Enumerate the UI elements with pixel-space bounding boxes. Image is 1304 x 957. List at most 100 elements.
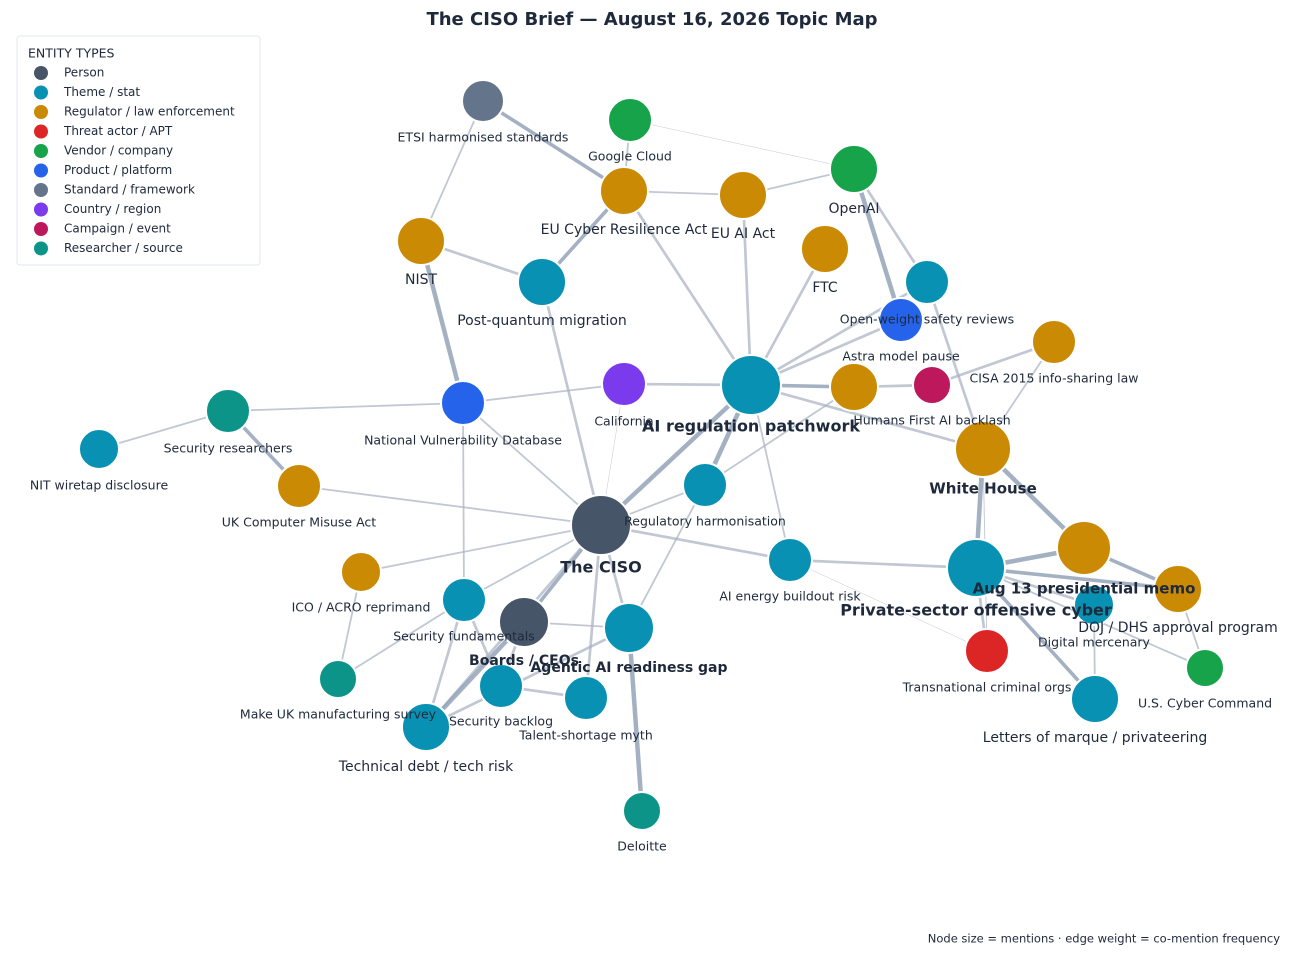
edge [626, 627, 645, 812]
edge [741, 194, 753, 386]
node [440, 380, 486, 426]
edge [925, 281, 985, 450]
edge [599, 383, 753, 527]
edge [462, 402, 465, 601]
node [946, 538, 1006, 598]
node [682, 462, 728, 508]
node-label: Security fundamentals [393, 629, 534, 644]
legend-label: Product / platform [64, 163, 172, 177]
legend-swatch [34, 85, 48, 100]
legend: Person Theme / stat Regulator / law enforc… [34, 66, 235, 256]
node [599, 166, 649, 216]
node-label: Google Cloud [588, 149, 672, 164]
node-label: EU AI Act [711, 226, 776, 242]
node-label: Private-sector offensive cyber [840, 601, 1112, 620]
node [800, 224, 850, 274]
node-label: Agentic AI readiness gap [530, 660, 727, 676]
node-label: Astra model pause [842, 349, 960, 364]
legend-swatch [34, 163, 48, 178]
legend-swatch [34, 66, 48, 80]
node-label: Transnational criminal orgs [902, 680, 1072, 695]
node-label: FTC [812, 280, 838, 296]
legend-heading: ENTITY TYPES [28, 46, 115, 61]
node [1056, 520, 1112, 576]
edge [629, 119, 855, 170]
legend-swatch [34, 183, 48, 197]
node-label: CISA 2015 info-sharing law [970, 371, 1139, 386]
node-label: Security researchers [164, 441, 293, 456]
node [396, 216, 446, 266]
node [718, 170, 768, 220]
node [78, 428, 120, 470]
node-label: California [594, 414, 653, 429]
legend-label: Theme / stat [63, 85, 140, 99]
legend-box [16, 35, 261, 266]
edge [227, 402, 464, 412]
edge [337, 599, 465, 680]
edge [425, 626, 630, 729]
node-label: Post-quantum migration [457, 313, 627, 329]
node-label: Security backlog [449, 714, 553, 729]
node [1031, 319, 1077, 365]
edge [750, 383, 984, 451]
footnote: Node size = mentions · edge weight = co-… [928, 932, 1280, 946]
node [276, 463, 322, 509]
node-label: NIT wiretap disclosure [30, 478, 169, 493]
node [904, 259, 950, 305]
nodes: ETSI harmonised standards Google Cloud Ope… [30, 79, 1278, 854]
node [205, 388, 251, 434]
node [767, 537, 813, 583]
node-label: National Vulnerability Database [364, 433, 562, 448]
node-label: Humans First AI backlash [853, 413, 1010, 428]
node [829, 144, 879, 194]
node-label: Open-weight safety reviews [840, 312, 1014, 327]
node-label: ETSI harmonised standards [398, 130, 569, 145]
edge [462, 383, 625, 404]
node [478, 663, 524, 709]
node [601, 361, 647, 407]
edge [789, 558, 977, 570]
node [570, 494, 632, 556]
edge [622, 190, 753, 386]
node [498, 596, 550, 648]
node-label: DOJ / DHS approval program [1078, 620, 1278, 636]
legend-swatch [34, 105, 48, 119]
edge [482, 99, 625, 193]
edge [628, 484, 706, 629]
legend-label: Person [64, 66, 104, 80]
node [603, 602, 655, 654]
legend-swatch [34, 144, 48, 158]
edge [789, 559, 988, 652]
node-label: NIST [405, 272, 437, 288]
legend-label: Vendor / company [64, 144, 173, 158]
node [964, 628, 1010, 674]
legend-label: Country / region [64, 202, 161, 216]
edge [600, 523, 791, 562]
node [517, 257, 567, 307]
node [912, 365, 952, 405]
legend-label: Standard / framework [64, 183, 195, 197]
node-label: Letters of marque / privateering [983, 730, 1207, 746]
edge [418, 240, 466, 404]
legend-label: Researcher / source [64, 241, 183, 255]
node [441, 577, 487, 623]
node-label: ICO / ACRO reprimand [292, 600, 431, 615]
node-label: White House [929, 480, 1037, 498]
legend-label: Threat actor / APT [63, 124, 173, 138]
edge [975, 566, 1179, 591]
node-label: AI regulation patchwork [642, 417, 860, 436]
edge [851, 168, 904, 321]
node [954, 420, 1012, 478]
node-label: OpenAI [828, 201, 879, 217]
edge [704, 386, 855, 486]
legend-swatch [34, 202, 48, 217]
node-label: Boards / CEOs [469, 653, 579, 669]
node-label: The CISO [560, 558, 642, 577]
node [720, 354, 782, 416]
node-label: Regulatory harmonisation [624, 514, 786, 529]
node [461, 79, 505, 123]
edges [98, 99, 1206, 812]
node [829, 362, 879, 412]
node-label: Talent-shortage myth [518, 728, 653, 743]
